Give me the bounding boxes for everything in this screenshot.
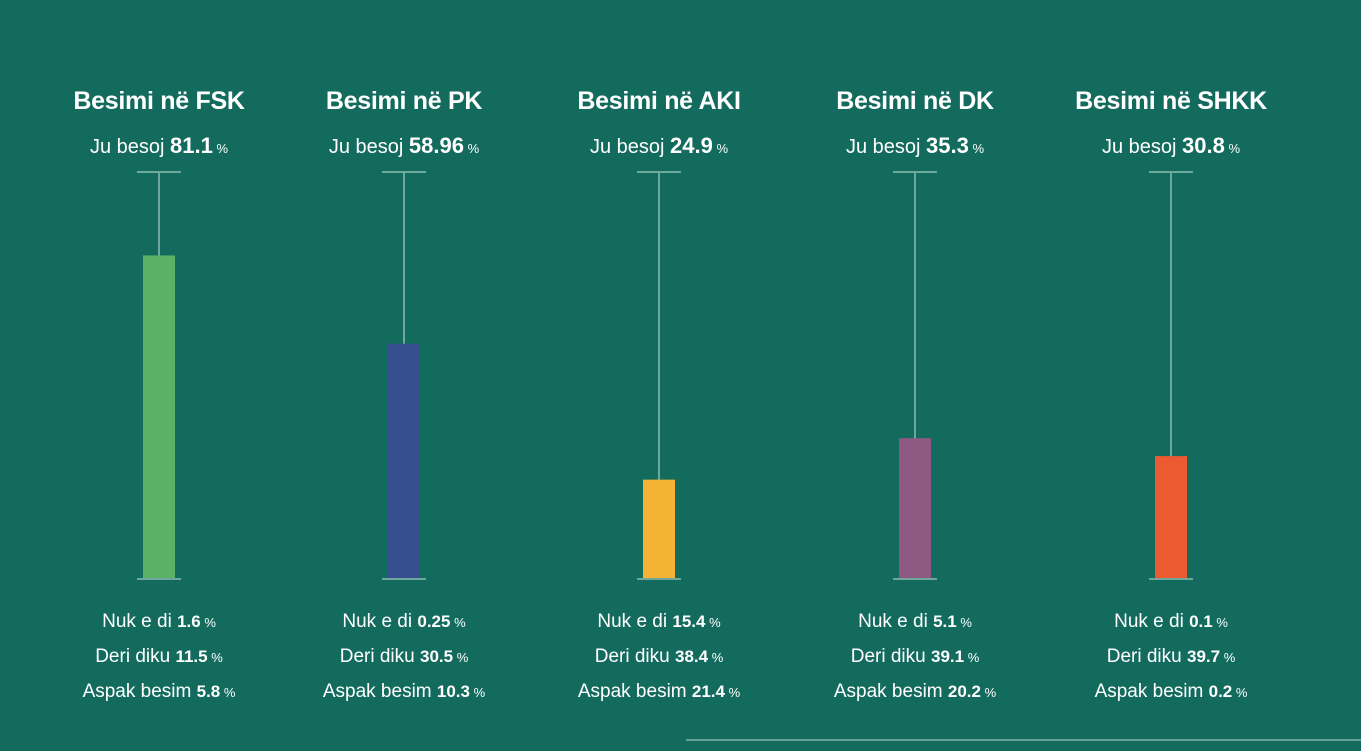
stat-line: Aspak besim 21.4 %	[578, 681, 741, 702]
percent-sign: %	[450, 615, 466, 630]
stat-label: Nuk e di	[1114, 611, 1189, 632]
percent-sign: %	[705, 615, 721, 630]
trust-value: 81.1	[170, 133, 213, 158]
stat-line: Deri diku 38.4 %	[595, 646, 724, 667]
stat-value: 39.7	[1187, 647, 1220, 666]
stat-line: Deri diku 39.7 %	[1107, 646, 1236, 667]
stat-value: 20.2	[948, 682, 981, 701]
percent-sign: %	[1220, 650, 1236, 665]
percent-sign: %	[957, 615, 973, 630]
percent-sign: %	[725, 685, 741, 700]
stat-value: 10.3	[437, 682, 470, 701]
panel-title: Besimi në PK	[326, 87, 482, 115]
trust-line: Ju besoj 35.3 %	[846, 133, 985, 158]
percent-sign: %	[964, 650, 980, 665]
stat-line: Nuk e di 5.1 %	[858, 611, 972, 632]
percent-sign: %	[1213, 615, 1229, 630]
percent-sign: %	[464, 141, 480, 156]
stat-value: 39.1	[931, 647, 964, 666]
bar	[388, 343, 420, 579]
stat-line: Nuk e di 1.6 %	[102, 611, 216, 632]
stat-line: Aspak besim 10.3 %	[323, 681, 486, 702]
trust-line: Ju besoj 30.8 %	[1102, 133, 1241, 158]
trust-label: Ju besoj	[1102, 136, 1182, 158]
stat-label: Aspak besim	[1095, 681, 1209, 702]
trust-value: 30.8	[1182, 133, 1225, 158]
stat-value: 21.4	[692, 682, 726, 701]
percent-sign: %	[969, 141, 985, 156]
percent-sign: %	[1232, 685, 1248, 700]
percent-sign: %	[220, 685, 236, 700]
stat-value: 0.25	[417, 612, 450, 631]
trust-label: Ju besoj	[329, 136, 409, 158]
stat-line: Nuk e di 0.1 %	[1114, 611, 1228, 632]
stat-label: Deri diku	[95, 646, 175, 667]
stat-label: Aspak besim	[834, 681, 948, 702]
bar	[899, 438, 931, 579]
percent-sign: %	[213, 141, 229, 156]
stat-value: 0.2	[1209, 682, 1233, 701]
stat-value: 5.1	[933, 612, 957, 631]
stat-label: Aspak besim	[83, 681, 197, 702]
stat-value: 11.5	[175, 647, 207, 666]
percent-sign: %	[713, 141, 729, 156]
percent-sign: %	[453, 650, 469, 665]
stat-line: Aspak besim 5.8 %	[83, 681, 236, 702]
stat-label: Nuk e di	[597, 611, 672, 632]
percent-sign: %	[470, 685, 486, 700]
panel-title: Besimi në SHKK	[1075, 87, 1267, 115]
stat-line: Nuk e di 0.25 %	[342, 611, 466, 632]
stat-label: Nuk e di	[102, 611, 177, 632]
stat-label: Aspak besim	[578, 681, 692, 702]
stat-label: Deri diku	[595, 646, 675, 667]
trust-label: Ju besoj	[590, 136, 670, 158]
stat-value: 38.4	[675, 647, 709, 666]
bar	[1155, 456, 1187, 579]
trust-label: Ju besoj	[90, 136, 170, 158]
trust-value: 24.9	[670, 133, 713, 158]
stat-line: Deri diku 11.5 %	[95, 646, 223, 667]
stat-line: Deri diku 30.5 %	[340, 646, 469, 667]
percent-sign: %	[708, 650, 724, 665]
stat-line: Aspak besim 0.2 %	[1095, 681, 1248, 702]
stat-value: 15.4	[672, 612, 706, 631]
bar	[643, 479, 675, 579]
percent-sign: %	[201, 615, 217, 630]
stat-label: Nuk e di	[342, 611, 417, 632]
bar	[143, 255, 175, 579]
panel-title: Besimi në AKI	[577, 87, 740, 115]
panel-title: Besimi në DK	[836, 87, 994, 115]
percent-sign: %	[981, 685, 997, 700]
percent-sign: %	[1225, 141, 1241, 156]
stat-value: 5.8	[197, 682, 221, 701]
stat-value: 1.6	[177, 612, 201, 631]
stat-line: Aspak besim 20.2 %	[834, 681, 997, 702]
trust-value: 35.3	[926, 133, 969, 158]
stat-value: 30.5	[420, 647, 453, 666]
trust-line: Ju besoj 24.9 %	[590, 133, 729, 158]
trust-line: Ju besoj 81.1 %	[90, 133, 229, 158]
stat-label: Nuk e di	[858, 611, 933, 632]
stat-value: 0.1	[1189, 612, 1213, 631]
stat-line: Nuk e di 15.4 %	[597, 611, 721, 632]
stat-line: Deri diku 39.1 %	[851, 646, 980, 667]
stat-label: Deri diku	[851, 646, 931, 667]
trust-line: Ju besoj 58.96 %	[329, 133, 480, 158]
trust-value: 58.96	[409, 133, 464, 158]
panel-title: Besimi në FSK	[73, 87, 244, 115]
stat-label: Deri diku	[340, 646, 420, 667]
stat-label: Aspak besim	[323, 681, 437, 702]
stat-label: Deri diku	[1107, 646, 1187, 667]
percent-sign: %	[208, 650, 224, 665]
trust-label: Ju besoj	[846, 136, 926, 158]
